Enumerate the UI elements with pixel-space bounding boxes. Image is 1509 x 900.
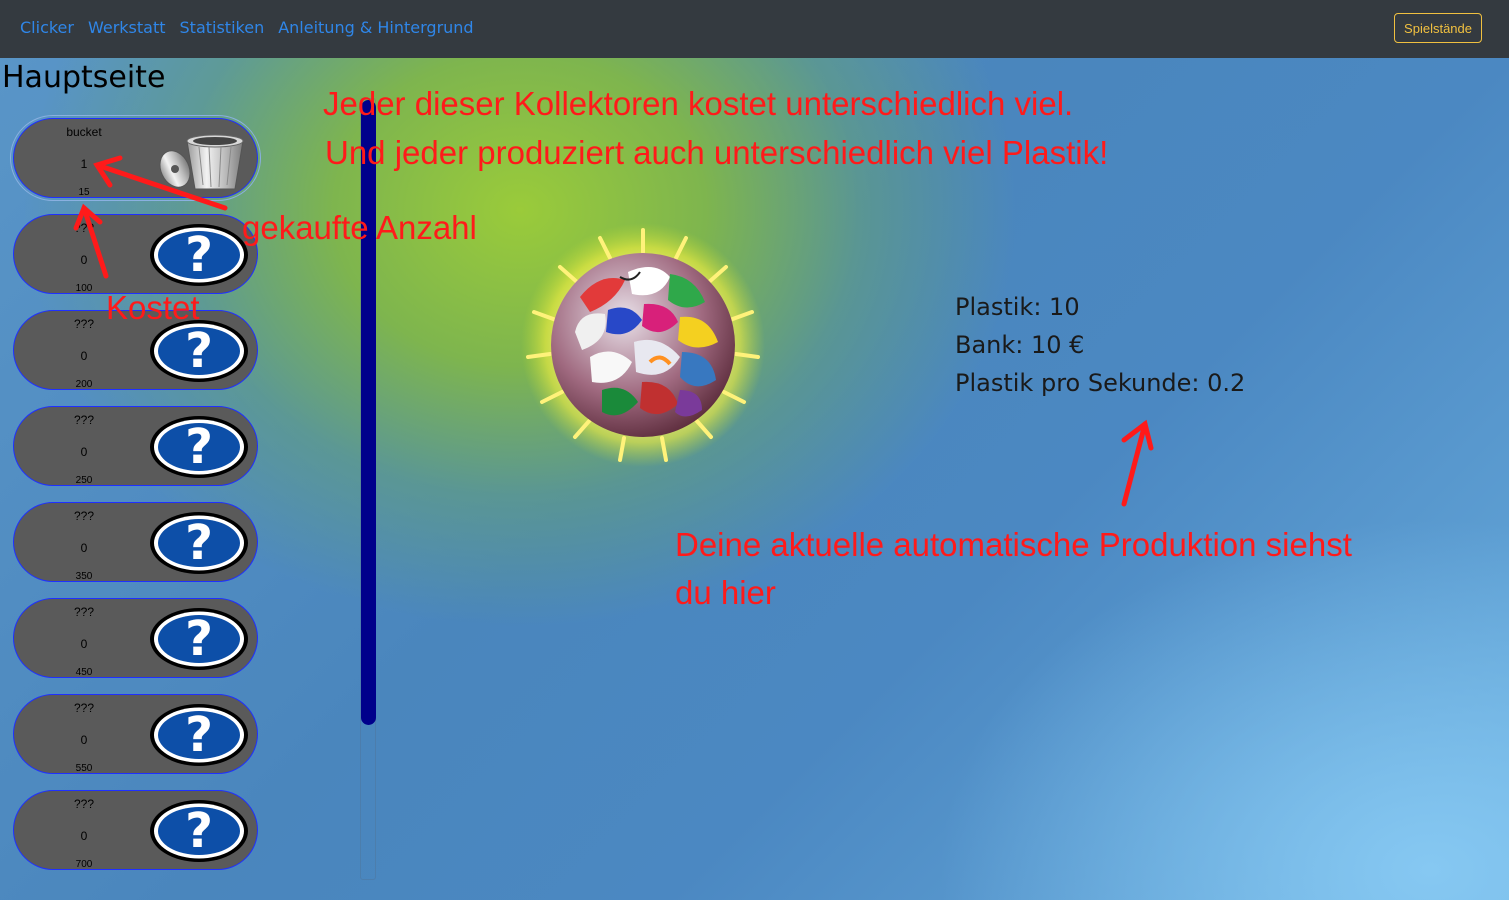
question-mark-icon: ?	[150, 512, 248, 574]
plastik-amount: Plastik: 10	[955, 293, 1080, 321]
collector-locked-6[interactable]: ??? 0 550 ?	[13, 694, 258, 774]
collector-bucket[interactable]: bucket 1 15	[10, 115, 261, 201]
bucket-icon	[159, 134, 244, 190]
question-mark-icon: ?	[150, 416, 248, 478]
collector-locked-7[interactable]: ??? 0 700 ?	[13, 790, 258, 870]
collector-count: 0	[80, 253, 88, 267]
svg-text:?: ?	[185, 227, 213, 283]
collector-name: ???	[73, 317, 95, 331]
arrow-production-icon	[1121, 421, 1148, 507]
collector-count: 0	[80, 445, 88, 459]
bank-amount: Bank: 10 €	[955, 331, 1085, 359]
collector-cost: 450	[75, 667, 93, 678]
stats-panel: Plastik: 10 Bank: 10 € Plastik pro Sekun…	[955, 288, 1245, 402]
collector-count: 0	[80, 829, 88, 843]
collector-locked-5[interactable]: ??? 0 450 ?	[13, 598, 258, 678]
collector-count: 0	[80, 637, 88, 651]
collector-name: ???	[73, 701, 95, 715]
annotation-collectors-line2: Und jeder produziert auch unterschiedlic…	[325, 134, 1109, 171]
svg-text:?: ?	[185, 803, 213, 859]
annotation-production-line1: Deine aktuelle automatische Produktion s…	[675, 526, 1352, 563]
question-mark-icon: ?	[150, 704, 248, 766]
collector-name: ???	[73, 797, 95, 811]
collector-name: ???	[73, 413, 95, 427]
svg-text:?: ?	[185, 611, 213, 667]
annotation-count: gekaufte Anzahl	[242, 209, 477, 246]
annotation-production-line2: du hier	[675, 574, 776, 611]
collector-cost: 250	[75, 475, 93, 486]
collector-cost: 15	[78, 187, 90, 198]
nav-links: Clicker Werkstatt Statistiken Anleitung …	[20, 18, 474, 37]
collector-locked-2[interactable]: ??? 0 200 ?	[13, 310, 258, 390]
navbar: Clicker Werkstatt Statistiken Anleitung …	[0, 0, 1509, 58]
collector-count: 0	[80, 541, 88, 555]
plastik-per-second: Plastik pro Sekunde: 0.2	[955, 369, 1246, 397]
collector-count: 0	[80, 733, 88, 747]
annotation-collectors-line1: Jeder dieser Kollektoren kostet untersch…	[323, 85, 1074, 122]
collector-name: ???	[73, 221, 95, 235]
question-mark-icon: ?	[150, 224, 248, 286]
collector-cost: 100	[75, 283, 93, 294]
svg-text:?: ?	[185, 707, 213, 763]
collector-locked-1[interactable]: ??? 0 100 ?	[13, 214, 258, 294]
collector-name: bucket	[66, 125, 102, 139]
nav-link-anleitung[interactable]: Anleitung & Hintergrund	[278, 18, 474, 37]
svg-text:?: ?	[185, 419, 213, 475]
svg-text:?: ?	[185, 323, 213, 379]
collector-scrollbar-thumb[interactable]	[361, 100, 376, 725]
page-title: Hauptseite	[2, 60, 166, 95]
question-mark-icon: ?	[150, 608, 248, 670]
collector-cost: 200	[75, 379, 93, 390]
svg-text:?: ?	[185, 515, 213, 571]
collector-count: 1	[80, 157, 88, 171]
question-mark-icon: ?	[150, 800, 248, 862]
annotation-cost: Kostet	[106, 289, 200, 326]
nav-link-clicker[interactable]: Clicker	[20, 18, 74, 37]
collector-locked-4[interactable]: ??? 0 350 ?	[13, 502, 258, 582]
saves-button[interactable]: Spielstände	[1394, 13, 1482, 43]
question-mark-icon: ?	[150, 320, 248, 382]
collector-locked-3[interactable]: ??? 0 250 ?	[13, 406, 258, 486]
plastic-globe-icon[interactable]	[520, 222, 770, 472]
nav-link-werkstatt[interactable]: Werkstatt	[87, 18, 166, 37]
collector-name: ???	[73, 509, 95, 523]
nav-link-statistiken[interactable]: Statistiken	[179, 18, 265, 37]
collector-name: ???	[73, 605, 95, 619]
collector-cost: 700	[75, 859, 93, 870]
collector-count: 0	[80, 349, 88, 363]
collector-cost: 550	[75, 763, 93, 774]
collector-cost: 350	[75, 571, 93, 582]
